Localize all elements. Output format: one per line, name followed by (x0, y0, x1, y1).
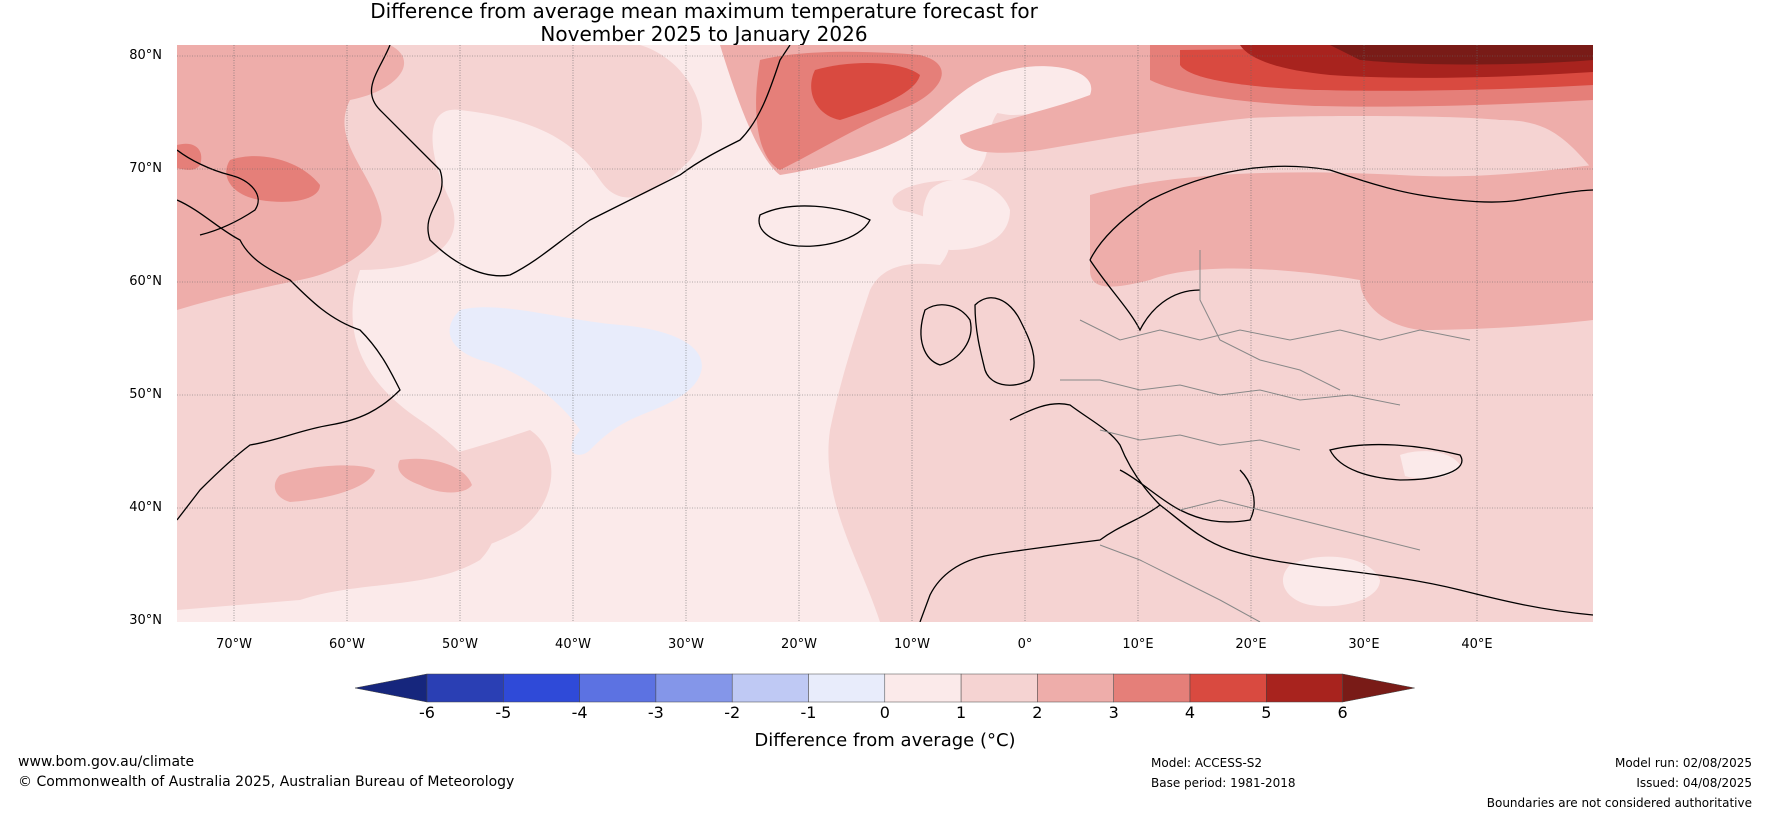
colorbar-tick-label: 4 (1184, 703, 1196, 722)
anomaly-4-to-5-region (811, 63, 920, 120)
colorbar (354, 673, 1415, 703)
colorbar-tick-label: -4 (571, 703, 588, 722)
anomaly-0-to-1-region (1400, 451, 1460, 479)
lon-label-20e: 20°E (1235, 637, 1267, 652)
lat-label-40n: 40°N (129, 500, 162, 515)
lon-label-10e: 10°E (1122, 637, 1154, 652)
lat-label-70n: 70°N (129, 161, 162, 176)
colorbar-tick-label: 3 (1108, 703, 1119, 722)
colorbar-tick-label: 2 (1032, 703, 1043, 722)
title-line-1: Difference from average mean maximum tem… (370, 0, 1038, 23)
colorbar-segment (426, 673, 504, 703)
footer-model: Model: ACCESS-S2 (1151, 756, 1263, 770)
graticule (177, 45, 1593, 622)
footer-base-period: Base period: 1981-2018 (1151, 776, 1296, 790)
colorbar-segment (1266, 673, 1343, 703)
colorbar-tick-label: -5 (495, 703, 512, 722)
colorbar-segment (1113, 673, 1191, 703)
lat-label-30n: 30°N (129, 613, 162, 628)
colorbar-segment (503, 673, 580, 703)
anomaly-2-to-3-region (1090, 165, 1593, 330)
colorbar-segment (808, 673, 886, 703)
map-title: Difference from average mean maximum tem… (0, 0, 1408, 46)
lat-label-80n: 80°N (129, 48, 162, 63)
colorbar-label: Difference from average (°C) (0, 730, 1770, 751)
anomaly-fill (177, 45, 1593, 622)
colorbar-extend-low (354, 673, 428, 703)
lon-label-10w: 10°W (894, 637, 930, 652)
footer-model-run: Model run: 02/08/2025 (1614, 756, 1752, 770)
footer-issued: Issued: 04/08/2025 (1636, 776, 1752, 790)
lon-label-40w: 40°W (555, 637, 591, 652)
colorbar-extend-high (1342, 673, 1415, 703)
colorbar-tick-label: 0 (879, 703, 890, 722)
lat-label-60n: 60°N (129, 274, 162, 289)
colorbar-segment (1189, 673, 1267, 703)
lon-label-60w: 60°W (329, 637, 365, 652)
colorbar-segment (960, 673, 1038, 703)
lat-label-50n: 50°N (129, 387, 162, 402)
country-boundaries (1060, 250, 1471, 622)
lon-label-20w: 20°W (781, 637, 817, 652)
anomaly-2-to-3-region (274, 465, 375, 502)
colorbar-tick-label: -1 (800, 703, 817, 722)
lon-label-30w: 30°W (668, 637, 704, 652)
colorbar-tick-label: -2 (724, 703, 741, 722)
footer-disclaimer: Boundaries are not considered authoritat… (1486, 796, 1752, 810)
colorbar-segment (579, 673, 657, 703)
anomaly-2-to-3-region (398, 458, 472, 493)
lon-label-70w: 70°W (216, 637, 252, 652)
lon-label-40e: 40°E (1461, 637, 1493, 652)
anomaly-0-to-1-region (1282, 556, 1380, 607)
colorbar-segment (884, 673, 962, 703)
anomaly-above-6-region (1330, 45, 1593, 65)
colorbar-tick-label: 5 (1261, 703, 1272, 722)
anomaly-minus-1-to-0-region (449, 307, 702, 455)
anomaly-3-to-4-region (226, 156, 320, 202)
colorbar-tick-label: 6 (1337, 703, 1348, 722)
anomaly-0-to-1-region (922, 179, 1010, 250)
colorbar-tick-label: -6 (419, 703, 435, 722)
footer-url: www.bom.gov.au/climate (18, 754, 195, 770)
colorbar-tick-label: -3 (647, 703, 664, 722)
colorbar-segment (1037, 673, 1114, 703)
anomaly-1-to-2-region (200, 430, 552, 596)
anomaly-3-to-4-region (177, 143, 202, 170)
title-line-2: November 2025 to January 2026 (540, 22, 868, 46)
lon-label-30e: 30°E (1348, 637, 1380, 652)
colorbar-label-text: Difference from average (°C) (754, 730, 1016, 751)
footer-copyright: © Commonwealth of Australia 2025, Austra… (18, 774, 515, 790)
lon-label-50w: 50°W (442, 637, 478, 652)
coastlines (177, 45, 1593, 622)
lon-label-0: 0° (1017, 637, 1033, 652)
colorbar-segment (655, 673, 733, 703)
colorbar-tick-label: 1 (956, 703, 967, 722)
colorbar-segment (731, 673, 809, 703)
